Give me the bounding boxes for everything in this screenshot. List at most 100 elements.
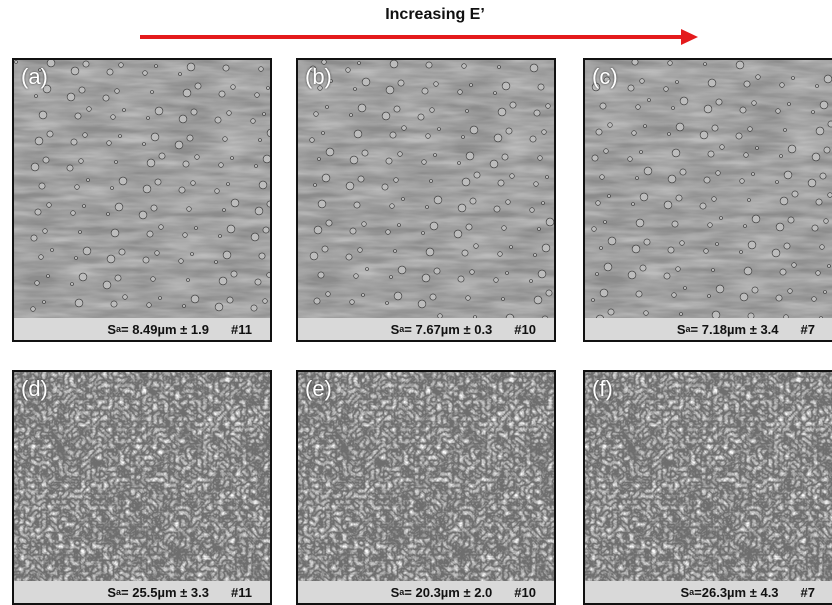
particle xyxy=(231,157,234,160)
sample-number: #7 xyxy=(801,322,815,337)
particle xyxy=(506,200,511,205)
panel-label: (f) xyxy=(592,376,613,402)
particle xyxy=(75,113,81,119)
particle xyxy=(43,229,48,234)
particle xyxy=(644,311,649,316)
particle xyxy=(644,125,647,128)
particle xyxy=(227,111,232,116)
particle xyxy=(255,93,260,98)
particle xyxy=(466,110,469,113)
particle xyxy=(672,149,680,157)
particle xyxy=(462,136,465,139)
particle xyxy=(358,62,361,65)
particle xyxy=(71,67,79,75)
particle xyxy=(326,106,329,109)
symbol: S xyxy=(677,322,686,337)
particle xyxy=(462,64,467,69)
particle xyxy=(159,225,164,230)
particle xyxy=(712,197,717,202)
particle xyxy=(31,307,36,312)
particle xyxy=(310,252,318,260)
particle xyxy=(824,75,832,83)
particle xyxy=(708,151,714,157)
particle xyxy=(608,123,613,128)
particle xyxy=(756,147,759,150)
particle xyxy=(219,277,227,285)
particle xyxy=(494,92,497,95)
particle xyxy=(362,78,370,86)
particle xyxy=(470,270,475,275)
particle xyxy=(712,269,715,272)
particle xyxy=(79,273,87,281)
particle xyxy=(712,125,718,131)
particle xyxy=(195,83,201,89)
particle xyxy=(716,99,722,105)
particle xyxy=(143,185,151,193)
particle xyxy=(600,289,608,297)
particle xyxy=(458,276,464,282)
particle xyxy=(510,246,513,249)
panel-label: (b) xyxy=(305,64,332,90)
particle xyxy=(354,88,357,91)
micrograph-image xyxy=(14,372,272,605)
sample-number: #10 xyxy=(514,585,536,600)
particle xyxy=(354,130,362,138)
figure: {"header": {"title": "Increasing E’"}, "… xyxy=(0,0,832,605)
particle xyxy=(632,245,640,253)
particle xyxy=(259,181,267,189)
particle xyxy=(744,153,749,158)
particle xyxy=(592,227,597,232)
particle xyxy=(458,204,466,212)
roughness-caption: Sa=26.3µm ± 4.3#7 xyxy=(585,581,832,603)
particle xyxy=(748,241,756,249)
particle xyxy=(231,199,239,207)
particle xyxy=(708,295,711,298)
particle xyxy=(115,275,121,281)
roughness-value: = 7.67µm ± 0.3 xyxy=(404,322,492,337)
particle xyxy=(159,153,165,159)
roughness-value: = 8.49µm ± 1.9 xyxy=(121,322,209,337)
particle xyxy=(103,281,111,289)
particle xyxy=(422,274,430,282)
particle xyxy=(824,147,830,153)
particle xyxy=(454,230,462,238)
particle xyxy=(780,83,785,88)
texture xyxy=(298,372,556,605)
particle xyxy=(390,204,395,209)
particle xyxy=(458,90,463,95)
particle xyxy=(530,208,535,213)
particle xyxy=(466,152,474,160)
particle xyxy=(700,131,708,139)
particle xyxy=(462,250,468,256)
particle xyxy=(83,205,86,208)
particle xyxy=(466,296,471,301)
particle xyxy=(67,93,75,101)
particle xyxy=(318,272,324,278)
particle xyxy=(223,251,231,259)
particle xyxy=(538,228,541,231)
particle xyxy=(600,103,606,109)
panel-label: (c) xyxy=(592,64,618,90)
particle xyxy=(251,119,256,124)
particle xyxy=(498,66,501,69)
particle xyxy=(752,287,758,293)
particle xyxy=(466,224,472,230)
particle xyxy=(740,293,748,301)
particle xyxy=(386,86,394,94)
particle xyxy=(542,244,550,252)
particle xyxy=(231,85,236,90)
particle xyxy=(534,254,537,257)
particle xyxy=(672,107,675,110)
particle xyxy=(704,105,712,113)
particle xyxy=(75,299,83,307)
particle xyxy=(103,95,109,101)
particle xyxy=(788,145,796,153)
particle xyxy=(680,313,683,316)
symbol: S xyxy=(107,585,116,600)
particle xyxy=(708,223,713,228)
particle xyxy=(534,182,539,187)
particle xyxy=(326,292,331,297)
particle xyxy=(596,273,599,276)
particle xyxy=(263,155,271,163)
